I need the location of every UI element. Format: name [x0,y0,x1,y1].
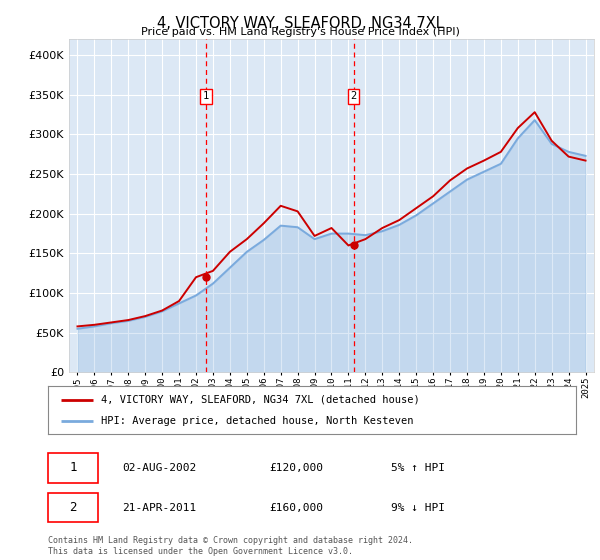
Text: HPI: Average price, detached house, North Kesteven: HPI: Average price, detached house, Nort… [101,416,413,426]
Text: 5% ↑ HPI: 5% ↑ HPI [391,463,445,473]
Text: 02-AUG-2002: 02-AUG-2002 [122,463,196,473]
Text: 4, VICTORY WAY, SLEAFORD, NG34 7XL: 4, VICTORY WAY, SLEAFORD, NG34 7XL [157,16,443,31]
Text: 1: 1 [69,461,77,474]
Text: 4, VICTORY WAY, SLEAFORD, NG34 7XL (detached house): 4, VICTORY WAY, SLEAFORD, NG34 7XL (deta… [101,395,419,405]
Text: Contains HM Land Registry data © Crown copyright and database right 2024.
This d: Contains HM Land Registry data © Crown c… [48,536,413,556]
Text: Price paid vs. HM Land Registry's House Price Index (HPI): Price paid vs. HM Land Registry's House … [140,27,460,37]
Text: 1: 1 [203,91,209,101]
FancyBboxPatch shape [48,493,98,522]
Text: £160,000: £160,000 [270,503,324,513]
Text: 2: 2 [69,501,77,514]
Text: 9% ↓ HPI: 9% ↓ HPI [391,503,445,513]
Text: 21-APR-2011: 21-APR-2011 [122,503,196,513]
Text: 2: 2 [350,91,356,101]
FancyBboxPatch shape [48,453,98,483]
Text: £120,000: £120,000 [270,463,324,473]
